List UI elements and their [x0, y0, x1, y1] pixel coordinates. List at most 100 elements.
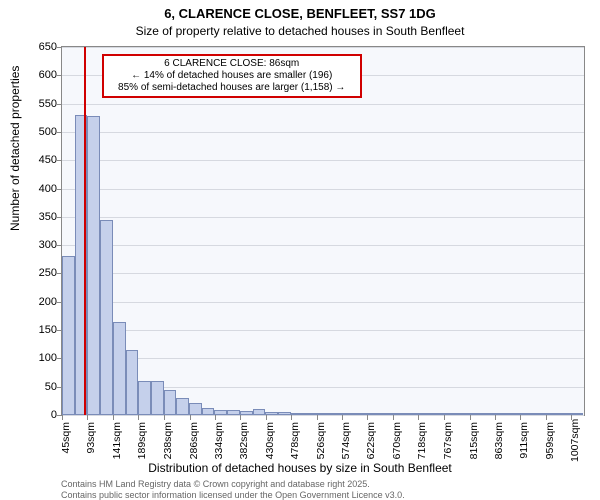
- histogram-bar: [507, 413, 520, 415]
- x-tick-label: 45sqm: [60, 422, 72, 462]
- gridline: [62, 160, 584, 161]
- gridline: [62, 217, 584, 218]
- histogram-bar: [456, 413, 469, 415]
- x-tick-label: 574sqm: [340, 422, 352, 462]
- histogram-bar: [240, 411, 253, 415]
- gridline: [62, 358, 584, 359]
- histogram-bar: [138, 381, 151, 415]
- histogram-bar: [558, 413, 571, 415]
- x-tick-label: 526sqm: [315, 422, 327, 462]
- x-tick-mark: [495, 415, 496, 420]
- y-tick-label: 350: [7, 211, 57, 223]
- x-tick-label: 286sqm: [188, 422, 200, 462]
- x-tick-mark: [418, 415, 419, 420]
- x-tick-label: 1007sqm: [569, 422, 581, 462]
- x-tick-mark: [342, 415, 343, 420]
- gridline: [62, 302, 584, 303]
- x-tick-label: 382sqm: [238, 422, 250, 462]
- gridline: [62, 245, 584, 246]
- y-tick-mark: [57, 160, 62, 161]
- histogram-bar: [62, 256, 75, 415]
- gridline: [62, 273, 584, 274]
- histogram-bar: [214, 410, 227, 415]
- x-tick-mark: [138, 415, 139, 420]
- annotation-line: ← 14% of detached houses are smaller (19…: [108, 70, 356, 82]
- x-tick-label: 863sqm: [493, 422, 505, 462]
- histogram-bar: [253, 409, 266, 415]
- x-tick-label: 334sqm: [213, 422, 225, 462]
- x-tick-label: 911sqm: [518, 422, 530, 462]
- y-tick-label: 300: [7, 239, 57, 251]
- y-tick-label: 600: [7, 69, 57, 81]
- y-tick-label: 50: [7, 381, 57, 393]
- chart-container: 6, CLARENCE CLOSE, BENFLEET, SS7 1DG Siz…: [0, 0, 600, 500]
- y-tick-label: 150: [7, 324, 57, 336]
- histogram-bar: [329, 413, 342, 415]
- x-tick-label: 189sqm: [136, 422, 148, 462]
- histogram-bar: [380, 413, 393, 415]
- histogram-bar: [392, 413, 405, 415]
- x-tick-mark: [87, 415, 88, 420]
- x-tick-mark: [62, 415, 63, 420]
- gridline: [62, 189, 584, 190]
- y-tick-mark: [57, 104, 62, 105]
- x-tick-mark: [546, 415, 547, 420]
- x-tick-label: 430sqm: [264, 422, 276, 462]
- y-axis-label: Number of detached properties: [8, 66, 22, 231]
- x-tick-mark: [393, 415, 394, 420]
- x-tick-label: 238sqm: [162, 422, 174, 462]
- y-tick-mark: [57, 189, 62, 190]
- y-tick-label: 0: [7, 409, 57, 421]
- x-tick-mark: [444, 415, 445, 420]
- histogram-bar: [87, 116, 100, 415]
- y-tick-label: 500: [7, 126, 57, 138]
- x-tick-mark: [317, 415, 318, 420]
- histogram-bar: [303, 413, 316, 415]
- x-tick-mark: [520, 415, 521, 420]
- histogram-bar: [342, 413, 355, 415]
- chart-title-line2: Size of property relative to detached ho…: [0, 24, 600, 38]
- footer-attribution-1: Contains HM Land Registry data © Crown c…: [61, 479, 370, 489]
- histogram-bar: [278, 412, 291, 415]
- y-tick-label: 400: [7, 183, 57, 195]
- x-tick-label: 815sqm: [468, 422, 480, 462]
- x-tick-mark: [215, 415, 216, 420]
- x-tick-mark: [240, 415, 241, 420]
- y-tick-label: 550: [7, 98, 57, 110]
- y-tick-mark: [57, 75, 62, 76]
- plot-area: 6 CLARENCE CLOSE: 86sqm← 14% of detached…: [61, 46, 585, 416]
- x-tick-mark: [164, 415, 165, 420]
- gridline: [62, 415, 584, 416]
- x-tick-label: 767sqm: [442, 422, 454, 462]
- histogram-bar: [265, 412, 278, 415]
- histogram-bar: [405, 413, 418, 415]
- x-tick-label: 622sqm: [365, 422, 377, 462]
- histogram-bar: [418, 413, 431, 415]
- histogram-bar: [316, 413, 329, 415]
- x-tick-label: 718sqm: [416, 422, 428, 462]
- chart-title-line1: 6, CLARENCE CLOSE, BENFLEET, SS7 1DG: [0, 6, 600, 21]
- histogram-bar: [291, 413, 304, 415]
- x-tick-mark: [470, 415, 471, 420]
- x-tick-mark: [367, 415, 368, 420]
- gridline: [62, 104, 584, 105]
- y-tick-label: 100: [7, 352, 57, 364]
- plot-background: [62, 47, 584, 415]
- x-tick-mark: [291, 415, 292, 420]
- y-tick-label: 650: [7, 41, 57, 53]
- histogram-bar: [367, 413, 380, 415]
- gridline: [62, 47, 584, 48]
- histogram-bar: [481, 413, 494, 415]
- histogram-bar: [430, 413, 443, 415]
- x-tick-label: 93sqm: [85, 422, 97, 462]
- x-tick-label: 478sqm: [289, 422, 301, 462]
- histogram-bar: [164, 390, 177, 415]
- histogram-bar: [189, 403, 202, 415]
- y-tick-mark: [57, 47, 62, 48]
- histogram-bar: [532, 413, 545, 415]
- histogram-bar: [100, 220, 113, 415]
- histogram-bar: [151, 381, 164, 415]
- footer-attribution-2: Contains public sector information licen…: [61, 490, 405, 500]
- annotation-box: 6 CLARENCE CLOSE: 86sqm← 14% of detached…: [102, 54, 362, 98]
- y-tick-mark: [57, 245, 62, 246]
